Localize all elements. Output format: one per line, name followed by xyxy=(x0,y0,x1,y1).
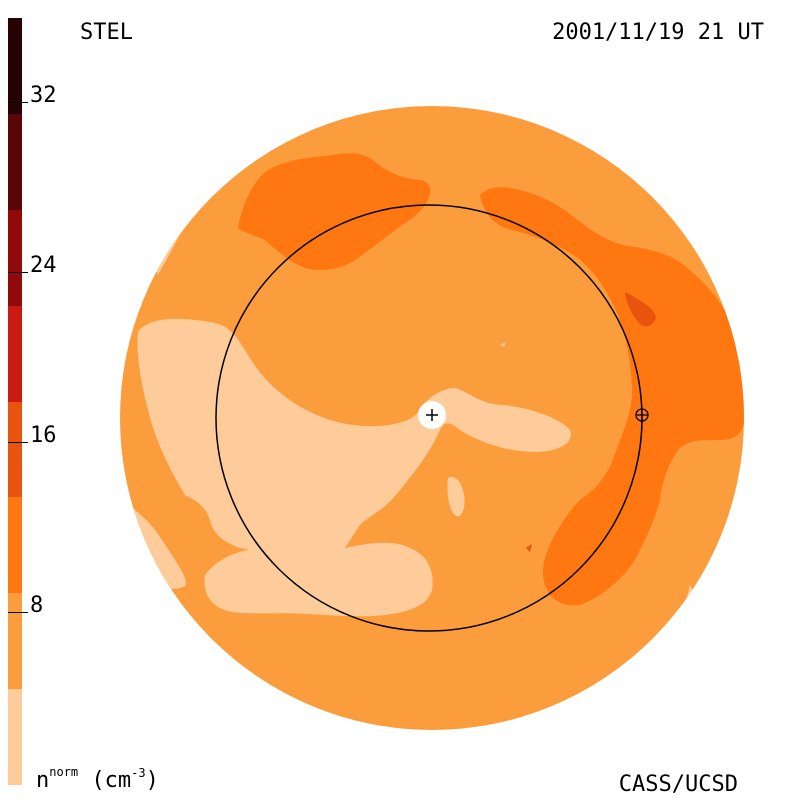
units-exponent: -3 xyxy=(131,766,146,780)
colorbar-segment xyxy=(8,688,22,785)
small-feature xyxy=(526,544,532,552)
colorbar-segment xyxy=(8,209,22,306)
colorbar-tick-24 xyxy=(8,272,28,273)
units-open: (cm xyxy=(78,768,132,793)
colorbar-tick-8 xyxy=(8,612,28,613)
colorbar-segment xyxy=(8,401,22,498)
colorbar-segment xyxy=(8,113,22,210)
colorbar-segment xyxy=(8,496,22,593)
units-close: ) xyxy=(145,768,159,793)
colorbar-segment xyxy=(8,305,22,402)
units-label: nnorm (cm-3) xyxy=(36,766,159,793)
colorbar-tick-16 xyxy=(8,442,28,443)
colorbar-tick-label-8: 8 xyxy=(30,593,44,618)
datetime-label: 2001/11/19 21 UT xyxy=(552,20,764,45)
low-density-spot xyxy=(447,476,465,517)
colorbar-tick-label-16: 16 xyxy=(30,423,57,448)
tiny-light-speck xyxy=(500,342,506,347)
colorbar-segment xyxy=(8,18,22,115)
enhanced-region-north xyxy=(238,153,431,270)
colorbar-tick-label-24: 24 xyxy=(30,253,57,278)
colorbar-tick-32 xyxy=(8,102,28,103)
enhanced-region-east xyxy=(480,187,744,606)
colorbar-segment xyxy=(8,592,22,689)
colorbar-tick-label-32: 32 xyxy=(30,83,57,108)
units-base: n xyxy=(36,768,50,793)
colorbar xyxy=(8,18,22,785)
station-label: STEL xyxy=(80,20,133,45)
low-density-region-west xyxy=(137,318,571,563)
credit-label: CASS/UCSD xyxy=(618,772,738,797)
units-superscript: norm xyxy=(49,765,79,779)
low-density-region-south xyxy=(204,542,433,617)
high-density-spot xyxy=(625,292,656,327)
